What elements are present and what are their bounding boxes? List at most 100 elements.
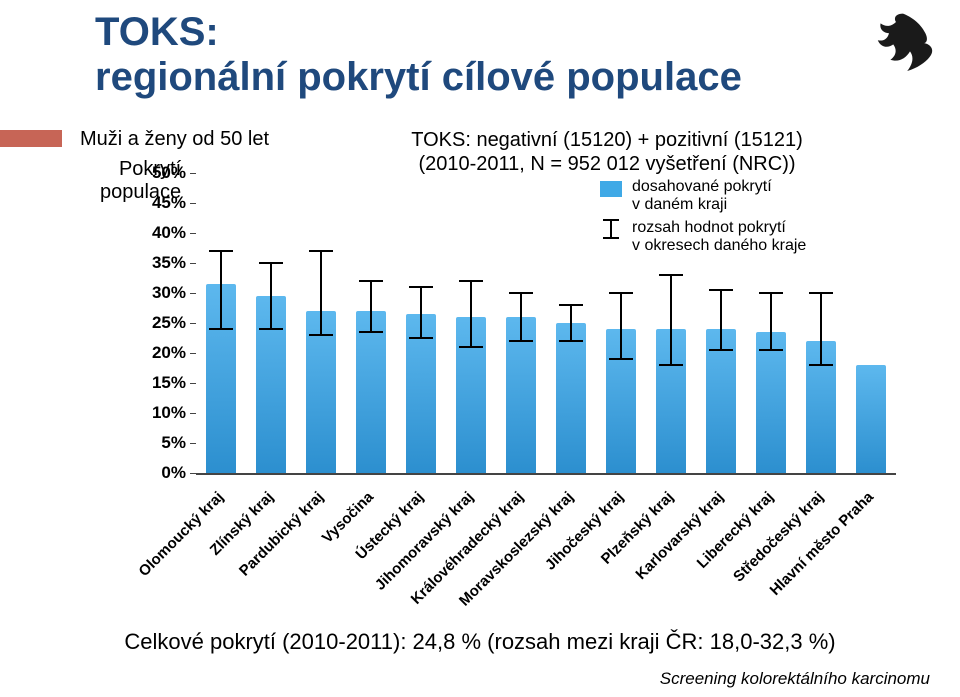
chart-bar — [606, 173, 636, 473]
error-bar — [720, 290, 722, 350]
error-cap-top — [509, 292, 533, 294]
y-tick — [190, 443, 196, 444]
y-tick-label: 50% — [134, 163, 186, 183]
subtitle: Muži a ženy od 50 let — [80, 128, 269, 151]
error-cap-top — [609, 292, 633, 294]
error-cap-top — [359, 280, 383, 282]
y-tick — [190, 263, 196, 264]
y-tick-label: 45% — [134, 193, 186, 213]
error-cap-top — [259, 262, 283, 264]
y-tick-label: 40% — [134, 223, 186, 243]
title-line-2: regionální pokrytí cílové populace — [95, 55, 742, 100]
error-cap-top — [659, 274, 683, 276]
error-cap-bottom — [759, 349, 783, 351]
error-cap-top — [559, 304, 583, 306]
y-tick-label: 0% — [134, 463, 186, 483]
x-tick-label: Liberecký kraj — [765, 488, 777, 500]
error-bar — [820, 293, 822, 365]
y-tick-label: 5% — [134, 433, 186, 453]
chart-title-1: TOKS: negativní (15120) + pozitivní (151… — [322, 128, 892, 152]
error-bar — [270, 263, 272, 329]
error-cap-bottom — [359, 331, 383, 333]
chart-bar — [256, 173, 286, 473]
error-cap-top — [209, 250, 233, 252]
chart-bar — [556, 173, 586, 473]
error-cap-top — [809, 292, 833, 294]
error-cap-bottom — [459, 346, 483, 348]
y-tick-label: 20% — [134, 343, 186, 363]
chart-bar — [456, 173, 486, 473]
x-tick-label: Středočeský kraj — [815, 488, 827, 500]
dragon-icon — [868, 8, 938, 91]
y-tick — [190, 293, 196, 294]
chart-bar — [406, 173, 436, 473]
bar-rect — [756, 332, 786, 473]
y-tick — [190, 413, 196, 414]
bar-chart: 0%5%10%15%20%25%30%35%40%45%50% — [196, 175, 896, 475]
x-tick-label: Olomoucký kraj — [215, 488, 227, 500]
bar-rect — [556, 323, 586, 473]
error-bar — [520, 293, 522, 341]
error-cap-top — [759, 292, 783, 294]
error-cap-bottom — [709, 349, 733, 351]
chart-bar — [656, 173, 686, 473]
error-cap-bottom — [209, 328, 233, 330]
chart-bar — [856, 173, 886, 473]
error-bar — [670, 275, 672, 365]
title-block: TOKS: regionální pokrytí cílové populace — [95, 10, 742, 100]
chart-bar — [206, 173, 236, 473]
bar-rect — [856, 365, 886, 473]
error-bar — [620, 293, 622, 359]
error-cap-bottom — [809, 364, 833, 366]
chart-bar — [356, 173, 386, 473]
error-cap-bottom — [659, 364, 683, 366]
y-tick-label: 30% — [134, 283, 186, 303]
chart-bar — [756, 173, 786, 473]
x-tick-label: Zlínský kraj — [265, 488, 277, 500]
y-tick-label: 25% — [134, 313, 186, 333]
chart-title: TOKS: negativní (15120) + pozitivní (151… — [322, 128, 892, 176]
chart-bar — [806, 173, 836, 473]
title-line-1: TOKS: — [95, 10, 742, 55]
chart-bar — [306, 173, 336, 473]
y-tick — [190, 173, 196, 174]
y-tick — [190, 383, 196, 384]
y-tick — [190, 323, 196, 324]
x-tick-label: Královéhradecký kraj — [515, 488, 527, 500]
error-cap-bottom — [509, 340, 533, 342]
y-tick — [190, 473, 196, 474]
error-bar — [370, 281, 372, 332]
y-tick-label: 10% — [134, 403, 186, 423]
summary-text: Celkové pokrytí (2010-2011): 24,8 % (roz… — [0, 629, 960, 655]
y-tick — [190, 353, 196, 354]
x-tick-label: Moravskoslezský kraj — [565, 488, 577, 500]
x-axis-labels: Olomoucký krajZlínský krajPardubický kra… — [196, 478, 896, 618]
x-tick-label: Hlavní město Praha — [865, 488, 877, 500]
error-cap-bottom — [259, 328, 283, 330]
error-cap-bottom — [559, 340, 583, 342]
error-bar — [470, 281, 472, 347]
error-bar — [420, 287, 422, 338]
error-cap-bottom — [309, 334, 333, 336]
error-cap-top — [409, 286, 433, 288]
chart-bar — [706, 173, 736, 473]
error-cap-bottom — [609, 358, 633, 360]
error-cap-top — [309, 250, 333, 252]
y-tick — [190, 203, 196, 204]
x-tick-label: Karlovarský kraj — [715, 488, 727, 500]
error-cap-bottom — [409, 337, 433, 339]
x-tick-label: Plzeňský kraj — [665, 488, 677, 500]
error-bar — [220, 251, 222, 329]
y-tick — [190, 233, 196, 234]
plot-area: 0%5%10%15%20%25%30%35%40%45%50% — [196, 173, 896, 475]
y-tick-label: 15% — [134, 373, 186, 393]
bar-rect — [356, 311, 386, 473]
error-cap-top — [459, 280, 483, 282]
x-tick-label: Jihočeský kraj — [615, 488, 627, 500]
error-cap-top — [709, 289, 733, 291]
y-tick-label: 35% — [134, 253, 186, 273]
error-bar — [320, 251, 322, 335]
error-bar — [570, 305, 572, 341]
error-bar — [770, 293, 772, 350]
accent-bar — [0, 130, 62, 147]
